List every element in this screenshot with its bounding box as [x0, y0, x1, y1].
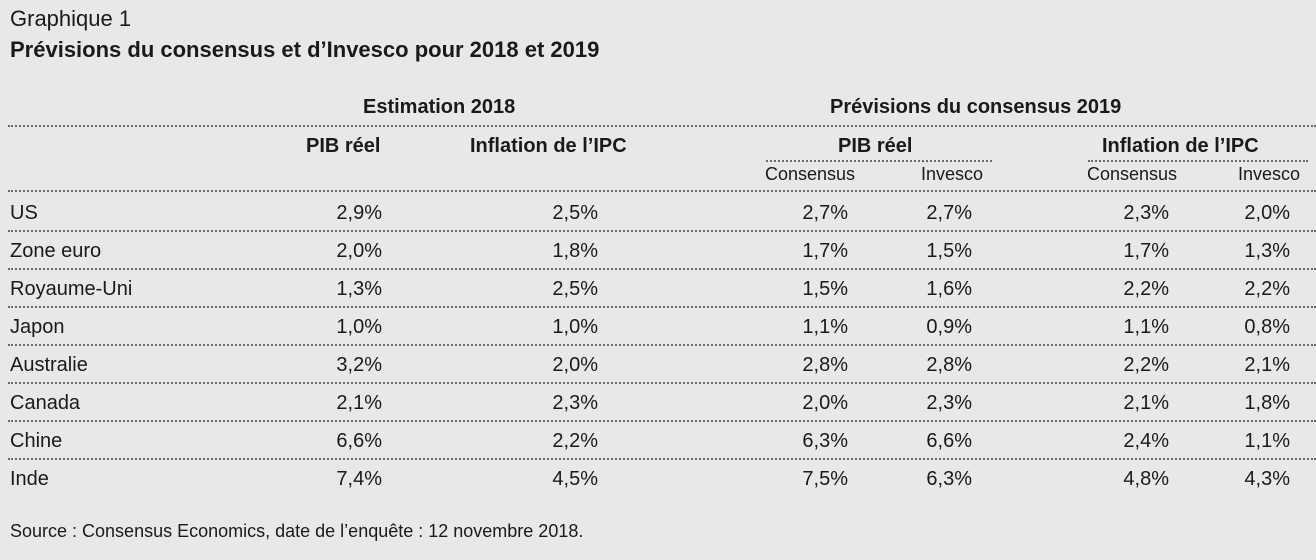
table-row: US 2,9% 2,5% 2,7% 2,7% 2,3% 2,0% — [0, 194, 1316, 232]
cell-ipc-2018: 2,3% — [552, 392, 598, 414]
cell-ipc-consensus: 2,3% — [1123, 202, 1169, 224]
cell-ipc-2018: 1,0% — [552, 316, 598, 338]
cell-ipc-invesco: 1,1% — [1244, 430, 1290, 452]
row-divider — [8, 458, 1316, 460]
cell-pib-2018: 1,3% — [336, 278, 382, 300]
cell-ipc-consensus: 1,1% — [1123, 316, 1169, 338]
cell-ipc-consensus: 2,2% — [1123, 278, 1169, 300]
cell-pib-2018: 3,2% — [336, 354, 382, 376]
cell-country: Inde — [10, 468, 49, 490]
cell-pib-invesco: 6,3% — [926, 468, 972, 490]
row-divider — [8, 230, 1316, 232]
cell-ipc-2018: 2,0% — [552, 354, 598, 376]
header-group-2019: Prévisions du consensus 2019 — [830, 96, 1122, 118]
source-note: Source : Consensus Economics, date de l’… — [10, 521, 584, 541]
cell-pib-consensus: 6,3% — [802, 430, 848, 452]
cell-pib-invesco: 2,8% — [926, 354, 972, 376]
cell-country: Royaume-Uni — [10, 278, 133, 300]
cell-country: US — [10, 202, 38, 224]
table-row: Japon 1,0% 1,0% 1,1% 0,9% 1,1% 0,8% — [0, 308, 1316, 346]
cell-country: Japon — [10, 316, 65, 338]
cell-pib-invesco: 1,6% — [926, 278, 972, 300]
cell-ipc-invesco: 1,3% — [1244, 240, 1290, 262]
header-pib-invesco: Invesco — [921, 164, 984, 184]
cell-country: Australie — [10, 354, 88, 376]
header-pib-2019: PIB réel — [838, 135, 913, 157]
cell-ipc-consensus: 2,1% — [1123, 392, 1169, 414]
cell-ipc-invesco: 2,1% — [1244, 354, 1290, 376]
rule-pib-2019 — [766, 160, 992, 162]
table-row: Australie 3,2% 2,0% 2,8% 2,8% 2,2% 2,1% — [0, 346, 1316, 384]
cell-pib-consensus: 2,8% — [802, 354, 848, 376]
cell-ipc-2018: 2,2% — [552, 430, 598, 452]
cell-pib-consensus: 1,1% — [802, 316, 848, 338]
cell-pib-2018: 7,4% — [336, 468, 382, 490]
cell-ipc-invesco: 0,8% — [1244, 316, 1290, 338]
cell-ipc-2018: 2,5% — [552, 202, 598, 224]
cell-ipc-invesco: 4,3% — [1244, 468, 1290, 490]
cell-pib-2018: 2,9% — [336, 202, 382, 224]
cell-ipc-2018: 4,5% — [552, 468, 598, 490]
cell-pib-invesco: 2,7% — [926, 202, 972, 224]
table-row: Chine 6,6% 2,2% 6,3% 6,6% 2,4% 1,1% — [0, 422, 1316, 460]
table-row: Zone euro 2,0% 1,8% 1,7% 1,5% 1,7% 1,3% — [0, 232, 1316, 270]
row-divider — [8, 382, 1316, 384]
cell-pib-consensus: 2,0% — [802, 392, 848, 414]
cell-pib-invesco: 1,5% — [926, 240, 972, 262]
figure-label: Graphique 1 — [10, 6, 132, 31]
header-group-2018: Estimation 2018 — [363, 96, 516, 118]
cell-ipc-consensus: 4,8% — [1123, 468, 1169, 490]
cell-ipc-consensus: 2,4% — [1123, 430, 1169, 452]
cell-ipc-invesco: 2,2% — [1244, 278, 1290, 300]
figure-title: Prévisions du consensus et d’Invesco pou… — [10, 37, 600, 62]
header-ipc-2019: Inflation de l’IPC — [1102, 135, 1259, 157]
cell-ipc-invesco: 2,0% — [1244, 202, 1290, 224]
cell-pib-consensus: 7,5% — [802, 468, 848, 490]
cell-country: Canada — [10, 392, 81, 414]
rule-header-bottom — [8, 190, 1316, 192]
rule-ipc-2019 — [1088, 160, 1308, 162]
cell-pib-invesco: 2,3% — [926, 392, 972, 414]
table-row: Canada 2,1% 2,3% 2,0% 2,3% 2,1% 1,8% — [0, 384, 1316, 422]
rule-top — [8, 125, 1316, 127]
row-divider — [8, 344, 1316, 346]
header-pib-consensus: Consensus — [765, 164, 856, 184]
cell-country: Chine — [10, 430, 63, 452]
table-row: Royaume-Uni 1,3% 2,5% 1,5% 1,6% 2,2% 2,2% — [0, 270, 1316, 308]
cell-pib-2018: 2,1% — [336, 392, 382, 414]
table-row: Inde 7,4% 4,5% 7,5% 6,3% 4,8% 4,3% — [0, 460, 1316, 498]
cell-pib-2018: 2,0% — [336, 240, 382, 262]
row-divider — [8, 268, 1316, 270]
header-ipc-invesco: Invesco — [1238, 164, 1301, 184]
cell-ipc-invesco: 1,8% — [1244, 392, 1290, 414]
cell-pib-consensus: 1,7% — [802, 240, 848, 262]
cell-ipc-consensus: 1,7% — [1123, 240, 1169, 262]
cell-pib-invesco: 0,9% — [926, 316, 972, 338]
cell-pib-invesco: 6,6% — [926, 430, 972, 452]
cell-pib-consensus: 2,7% — [802, 202, 848, 224]
row-divider — [8, 306, 1316, 308]
cell-ipc-2018: 1,8% — [552, 240, 598, 262]
cell-ipc-consensus: 2,2% — [1123, 354, 1169, 376]
cell-pib-2018: 1,0% — [336, 316, 382, 338]
cell-pib-2018: 6,6% — [336, 430, 382, 452]
header-ipc-consensus: Consensus — [1087, 164, 1178, 184]
cell-ipc-2018: 2,5% — [552, 278, 598, 300]
cell-country: Zone euro — [10, 240, 102, 262]
header-ipc-2018: Inflation de l’IPC — [470, 135, 627, 157]
cell-pib-consensus: 1,5% — [802, 278, 848, 300]
row-divider — [8, 420, 1316, 422]
header-pib-2018: PIB réel — [306, 135, 381, 157]
